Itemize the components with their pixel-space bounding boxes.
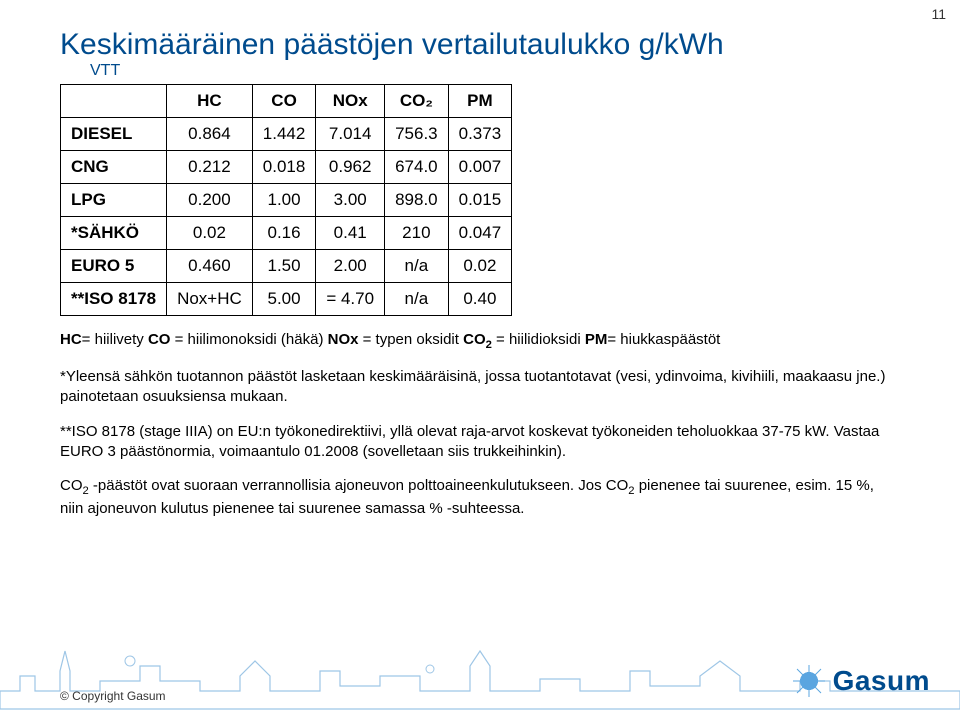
cell: 0.200 [167, 184, 253, 217]
cell: 0.864 [167, 118, 253, 151]
cell: 0.015 [448, 184, 512, 217]
page-title: Keskimääräinen päästöjen vertailutaulukk… [60, 28, 724, 62]
cell: n/a [385, 250, 449, 283]
cell: 1.00 [252, 184, 316, 217]
legend-line: HC= hiilivety CO = hiilimonoksidi (häkä)… [60, 330, 900, 353]
logo-burst-icon [791, 663, 827, 699]
note-co2: CO2 -päästöt ovat suoraan verrannollisia… [60, 476, 900, 519]
table-row: CNG 0.212 0.018 0.962 674.0 0.007 [61, 151, 512, 184]
col-pm: PM [448, 85, 512, 118]
cell: 0.047 [448, 217, 512, 250]
copyright-text: © Copyright Gasum [60, 689, 166, 703]
col-blank [61, 85, 167, 118]
legend-text: = hiilidioksidi [492, 331, 585, 348]
cell: 0.460 [167, 250, 253, 283]
cell: 0.16 [252, 217, 316, 250]
cell: 7.014 [316, 118, 385, 151]
cell: 898.0 [385, 184, 449, 217]
cell: Nox+HC [167, 283, 253, 316]
row-label: LPG [61, 184, 167, 217]
col-co: CO [252, 85, 316, 118]
legend-hc: HC [60, 331, 82, 348]
legend-text: = hiilivety [82, 331, 148, 348]
cell: 0.40 [448, 283, 512, 316]
col-nox: NOx [316, 85, 385, 118]
footer: © Copyright Gasum [0, 621, 960, 711]
cell: 3.00 [316, 184, 385, 217]
cell: 2.00 [316, 250, 385, 283]
col-hc: HC [167, 85, 253, 118]
cell: n/a [385, 283, 449, 316]
cell: 0.02 [167, 217, 253, 250]
table-row: LPG 0.200 1.00 3.00 898.0 0.015 [61, 184, 512, 217]
cell: 1.442 [252, 118, 316, 151]
slide-page: 11 Keskimääräinen päästöjen vertailutaul… [0, 0, 960, 711]
cell: 756.3 [385, 118, 449, 151]
cell: 0.962 [316, 151, 385, 184]
cell: 674.0 [385, 151, 449, 184]
table-row: DIESEL 0.864 1.442 7.014 756.3 0.373 [61, 118, 512, 151]
cell: 0.41 [316, 217, 385, 250]
table-header-row: HC CO NOx CO₂ PM [61, 85, 512, 118]
cell: 0.02 [448, 250, 512, 283]
gasum-logo: Gasum [791, 663, 930, 699]
body-text: HC= hiilivety CO = hiilimonoksidi (häkä)… [60, 330, 900, 534]
row-label: EURO 5 [61, 250, 167, 283]
col-co2: CO₂ [385, 85, 449, 118]
legend-co2: CO2 [463, 331, 492, 348]
legend-co: CO [148, 331, 171, 348]
row-label: **ISO 8178 [61, 283, 167, 316]
page-number: 11 [931, 6, 946, 22]
table-row: **ISO 8178 Nox+HC 5.00 = 4.70 n/a 0.40 [61, 283, 512, 316]
cell: 5.00 [252, 283, 316, 316]
logo-text: Gasum [833, 665, 930, 697]
cell: 0.018 [252, 151, 316, 184]
emissions-table: HC CO NOx CO₂ PM DIESEL 0.864 1.442 7.01… [60, 84, 512, 316]
table-body: DIESEL 0.864 1.442 7.014 756.3 0.373 CNG… [61, 118, 512, 316]
legend-text: = hiilimonoksidi (häkä) [170, 331, 327, 348]
row-label: DIESEL [61, 118, 167, 151]
note-iso: **ISO 8178 (stage IIIA) on EU:n työkoned… [60, 422, 900, 463]
legend-text: = hiukkaspäästöt [607, 331, 720, 348]
cell: 210 [385, 217, 449, 250]
cell: 1.50 [252, 250, 316, 283]
cell: = 4.70 [316, 283, 385, 316]
cell: 0.212 [167, 151, 253, 184]
subtitle-vtt: VTT [90, 62, 120, 80]
burst-svg [791, 663, 827, 699]
table-row: *SÄHKÖ 0.02 0.16 0.41 210 0.047 [61, 217, 512, 250]
cell: 0.373 [448, 118, 512, 151]
note-electric: *Yleensä sähkön tuotannon päästöt lasket… [60, 367, 900, 408]
legend-pm: PM [585, 331, 608, 348]
row-label: *SÄHKÖ [61, 217, 167, 250]
legend-text: = typen oksidit [358, 331, 463, 348]
row-label: CNG [61, 151, 167, 184]
legend-nox: NOx [328, 331, 359, 348]
table-row: EURO 5 0.460 1.50 2.00 n/a 0.02 [61, 250, 512, 283]
cell: 0.007 [448, 151, 512, 184]
